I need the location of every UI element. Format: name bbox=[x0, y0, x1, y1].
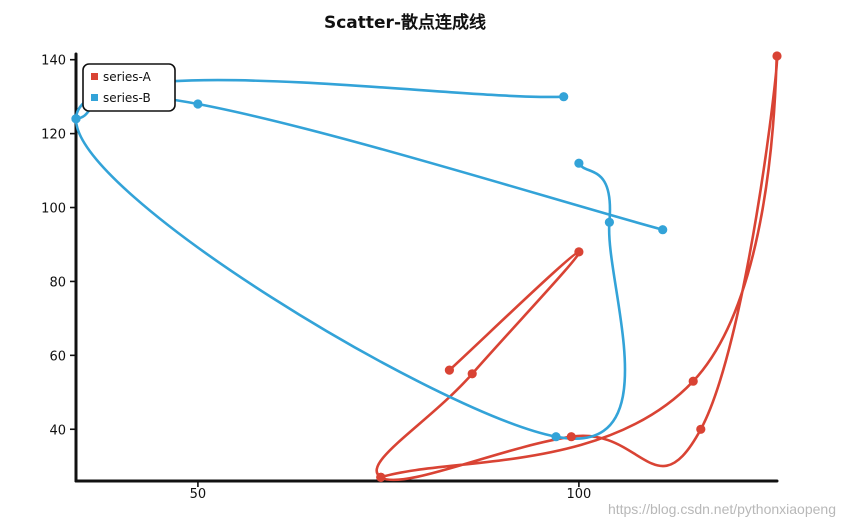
y-tick-label: 100 bbox=[41, 202, 66, 217]
data-point-series-a bbox=[566, 432, 576, 442]
legend-label-series-b: series-B bbox=[103, 91, 151, 105]
x-tick-label: 50 bbox=[190, 487, 207, 502]
data-point-series-b bbox=[193, 99, 203, 109]
legend: series-A series-B bbox=[82, 63, 176, 112]
series-line-series-b bbox=[74, 78, 627, 440]
legend-label-series-a: series-A bbox=[103, 70, 152, 84]
data-point-series-b bbox=[574, 158, 584, 168]
axes-group: 40 60 80 100 120 140 50 100 bbox=[41, 52, 779, 502]
data-point-series-b bbox=[559, 92, 569, 102]
y-tick-label: 120 bbox=[41, 128, 66, 143]
data-point-series-b bbox=[71, 114, 81, 124]
legend-swatch-series-b bbox=[91, 94, 98, 101]
y-tick-label: 60 bbox=[49, 349, 66, 364]
series-lines bbox=[74, 54, 779, 482]
data-point-series-b bbox=[551, 432, 561, 442]
data-point-series-a bbox=[444, 365, 454, 375]
y-tick-label: 140 bbox=[41, 54, 66, 69]
data-point-series-a bbox=[467, 369, 477, 379]
legend-box bbox=[82, 63, 176, 112]
y-tick-label: 40 bbox=[49, 423, 66, 438]
watermark: https://blog.csdn.net/pythonxiaopeng bbox=[608, 501, 836, 517]
data-point-series-a bbox=[376, 472, 386, 482]
series-line-series-a bbox=[375, 54, 779, 482]
data-point-series-b bbox=[604, 217, 615, 227]
data-point-series-b bbox=[658, 225, 668, 235]
x-tick-label: 100 bbox=[566, 487, 591, 502]
legend-swatch-series-a bbox=[91, 73, 98, 80]
data-point-series-a bbox=[772, 51, 782, 61]
y-tick-label: 80 bbox=[49, 275, 66, 290]
series-points bbox=[71, 51, 782, 482]
data-point-series-a bbox=[696, 424, 706, 434]
data-point-series-a bbox=[688, 376, 698, 386]
chart-title: Scatter-散点连成线 bbox=[324, 12, 486, 33]
data-point-series-a bbox=[574, 247, 584, 257]
